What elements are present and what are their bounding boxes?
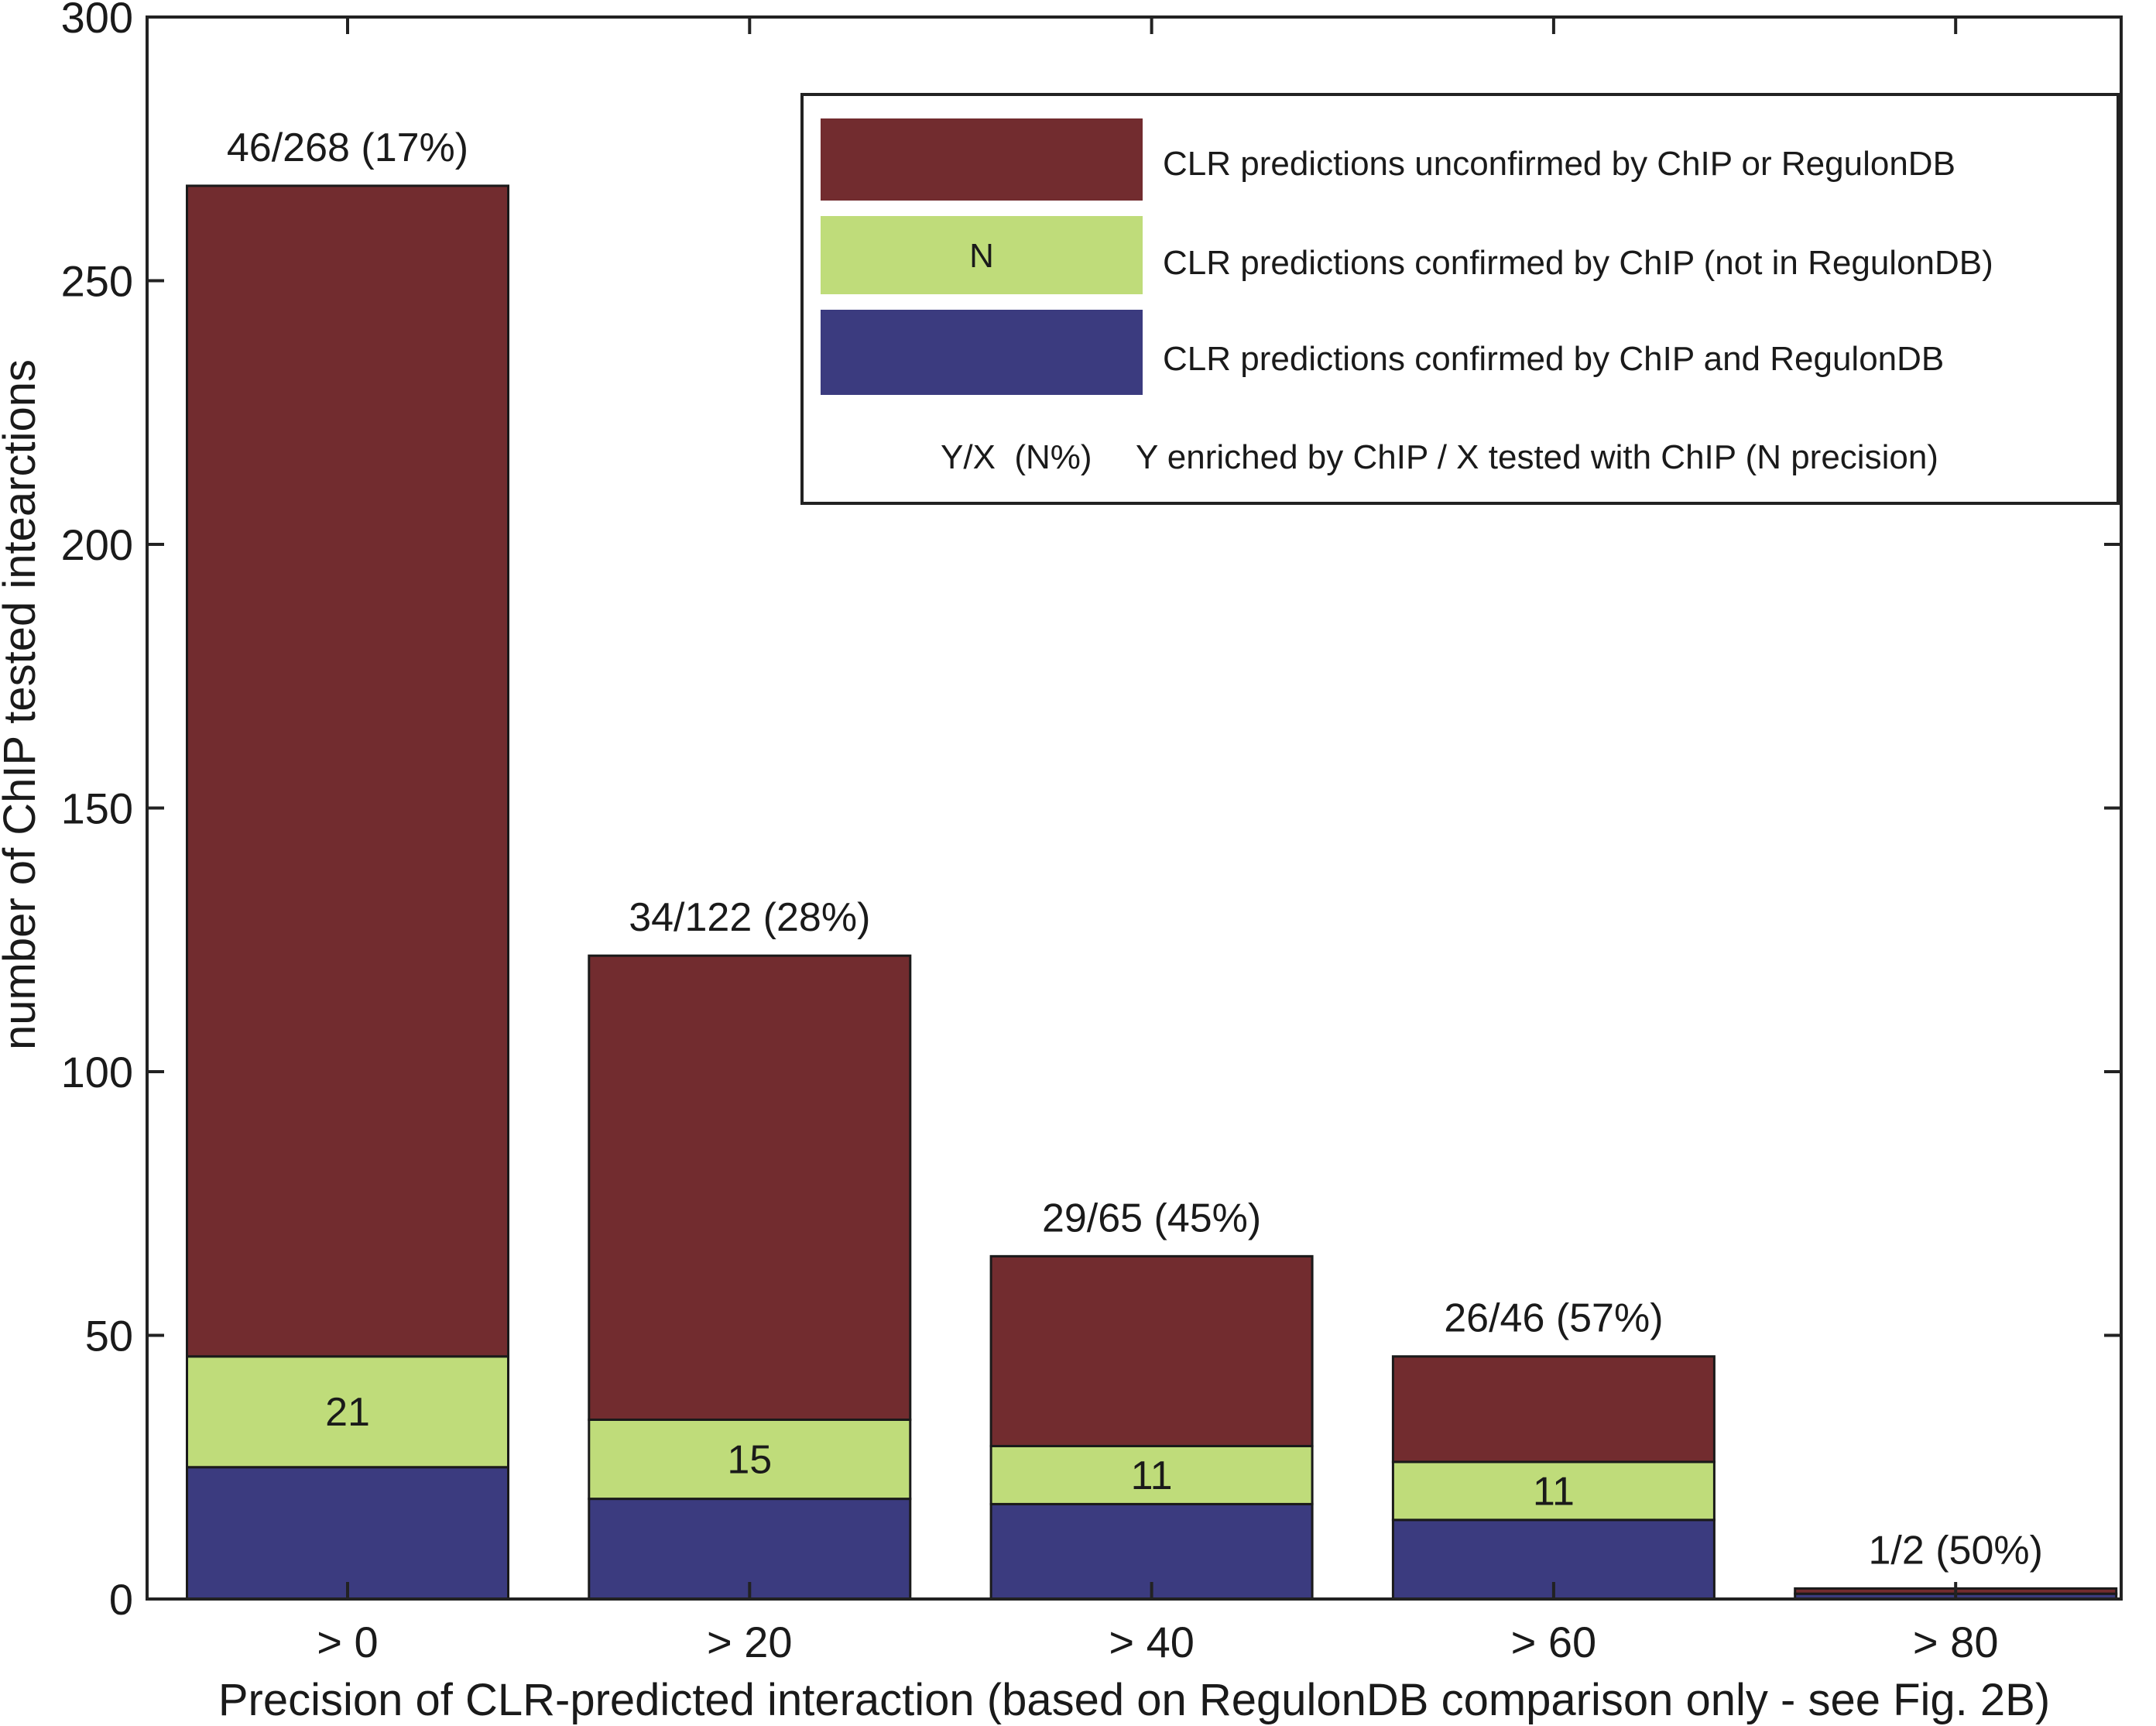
y-tick-label: 50: [85, 1312, 133, 1361]
bar-segment-chip_only: [989, 1445, 1314, 1505]
legend-note-key: Y/X (N%): [941, 438, 1092, 476]
bar-total-label: 34/122 (28%): [629, 895, 870, 940]
x-tick-label: > 0: [317, 1618, 378, 1666]
bar-total-label: 46/268 (17%): [227, 125, 468, 170]
legend-label-both: CLR predictions confirmed by ChIP and Re…: [1163, 340, 1944, 378]
x-tick-label: > 80: [1913, 1618, 1999, 1666]
bar-segment-chip_only: [588, 1418, 912, 1501]
x-tick-label: > 20: [707, 1618, 793, 1666]
segment-label: 11: [1131, 1453, 1173, 1498]
bar-segment-both: [186, 1466, 509, 1601]
bar-segment-unconfirmed: [1391, 1355, 1716, 1463]
bar-segment-unconfirmed: [989, 1254, 1314, 1448]
legend-swatch-chip-only: [821, 216, 1143, 294]
x-tick-label: > 60: [1511, 1618, 1597, 1666]
y-tick-label: 250: [61, 257, 133, 306]
x-axis: > 0 > 20 > 40 > 60 > 80: [317, 17, 1998, 1666]
bar-segment-chip_only: [186, 1355, 509, 1469]
bar-segment-unconfirmed: [588, 954, 912, 1421]
legend-swatch-text: N: [969, 237, 994, 275]
segment-label: 21: [325, 1390, 370, 1435]
legend-swatch-both: [821, 310, 1143, 395]
legend-label-chip-only: CLR predictions confirmed by ChIP (not i…: [1163, 244, 1993, 282]
bar-total-label: 29/65 (45%): [1042, 1196, 1261, 1240]
y-tick-label: 300: [61, 0, 133, 42]
y-axis: 0 50 100 150 200 250 300: [61, 0, 2121, 1624]
y-axis-label: number of ChIP tested intearctions: [0, 359, 45, 1050]
y-tick-label: 0: [109, 1575, 133, 1624]
y-tick-label: 100: [61, 1048, 133, 1096]
legend: N CLR predictions unconfirmed by ChIP or…: [800, 93, 2120, 505]
bar-labels-group: 21 46/268 (17%) 15 34/122 (28%) 11 29/65 (45%…: [227, 125, 2043, 1573]
bar-total-label: 26/46 (57%): [1444, 1296, 1663, 1341]
bar-segment-chip_only: [1391, 1460, 1716, 1522]
bar-total-label: 1/2 (50%): [1868, 1528, 2042, 1573]
x-tick-label: > 40: [1109, 1618, 1195, 1666]
bar-segment-unconfirmed: [186, 184, 509, 1358]
legend-note-text: Y enriched by ChIP / X tested with ChIP …: [1136, 438, 1938, 476]
segment-label: 15: [727, 1438, 772, 1483]
y-tick-label: 150: [61, 784, 133, 833]
segment-label: 11: [1533, 1469, 1575, 1514]
legend-swatch-unconfirmed: [821, 118, 1143, 201]
bars-group: [186, 184, 2118, 1601]
legend-label-unconfirmed: CLR predictions unconfirmed by ChIP or R…: [1163, 145, 1955, 183]
y-tick-label: 200: [61, 520, 133, 569]
x-axis-label: Precision of CLR-predicted interaction (…: [218, 1675, 2050, 1725]
